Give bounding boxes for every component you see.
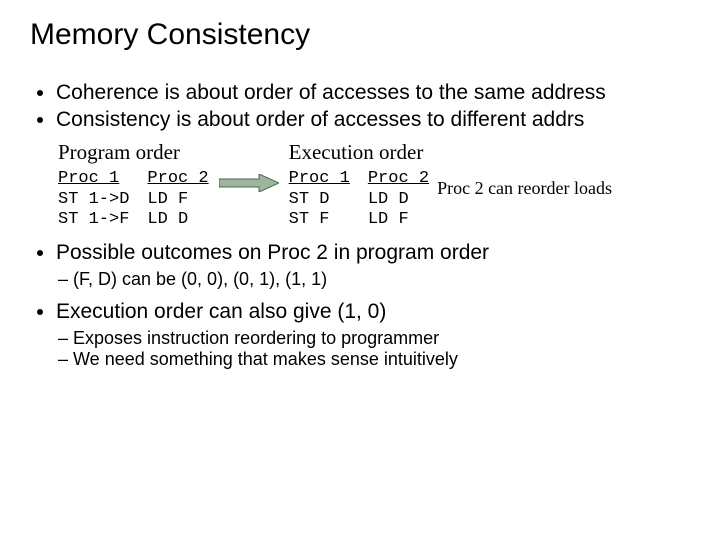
prog-proc1-l2: ST 1->F <box>58 210 129 229</box>
exec-proc1-l1: ST D <box>289 190 330 209</box>
execution-order-col: Execution order Proc 1 ST D ST F Proc 2 … <box>289 140 429 230</box>
arrow-icon <box>209 140 289 192</box>
prog-proc2-head: Proc 2 <box>147 169 208 188</box>
sub-outcomes: (F, D) can be (0, 0), (0, 1), (1, 1) <box>30 269 690 290</box>
program-order-col: Program order Proc 1 ST 1->D ST 1->F Pro… <box>58 140 209 230</box>
exec-proc1: Proc 1 ST D ST F <box>289 169 350 230</box>
exec-proc1-head: Proc 1 <box>289 169 350 188</box>
bullet-consistency: Consistency is about order of accesses t… <box>56 107 690 132</box>
prog-proc2-l2: LD D <box>147 210 188 229</box>
prog-proc2: Proc 2 LD F LD D <box>147 169 208 230</box>
exec-proc2-l1: LD D <box>368 190 409 209</box>
exec-proc2: Proc 2 LD D LD F <box>368 169 429 230</box>
program-order-heading: Program order <box>58 140 209 165</box>
exec-proc1-l2: ST F <box>289 210 330 229</box>
bullet-coherence: Coherence is about order of accesses to … <box>56 80 690 105</box>
mid-bullets: Possible outcomes on Proc 2 in program o… <box>30 241 690 265</box>
prog-proc1-head: Proc 1 <box>58 169 119 188</box>
sub-need: We need something that makes sense intui… <box>58 349 690 370</box>
prog-proc1: Proc 1 ST 1->D ST 1->F <box>58 169 129 230</box>
sub-exposes: Exposes instruction reordering to progra… <box>58 328 690 349</box>
bullet-possible-outcomes: Possible outcomes on Proc 2 in program o… <box>56 241 690 265</box>
prog-proc2-l1: LD F <box>147 190 188 209</box>
prog-proc1-l1: ST 1->D <box>58 190 129 209</box>
page-title: Memory Consistency <box>30 18 690 52</box>
sub-outcome-values: (F, D) can be (0, 0), (0, 1), (1, 1) <box>58 269 690 290</box>
exec-proc2-head: Proc 2 <box>368 169 429 188</box>
execution-order-heading: Execution order <box>289 140 429 165</box>
reorder-annotation: Proc 2 can reorder loads <box>437 140 612 199</box>
top-bullets: Coherence is about order of accesses to … <box>30 80 690 132</box>
mid-bullets-2: Execution order can also give (1, 0) <box>30 300 690 324</box>
sub-execution: Exposes instruction reordering to progra… <box>30 328 690 370</box>
exec-proc2-l2: LD F <box>368 210 409 229</box>
bullet-execution-order: Execution order can also give (1, 0) <box>56 300 690 324</box>
order-section: Program order Proc 1 ST 1->D ST 1->F Pro… <box>58 140 690 230</box>
